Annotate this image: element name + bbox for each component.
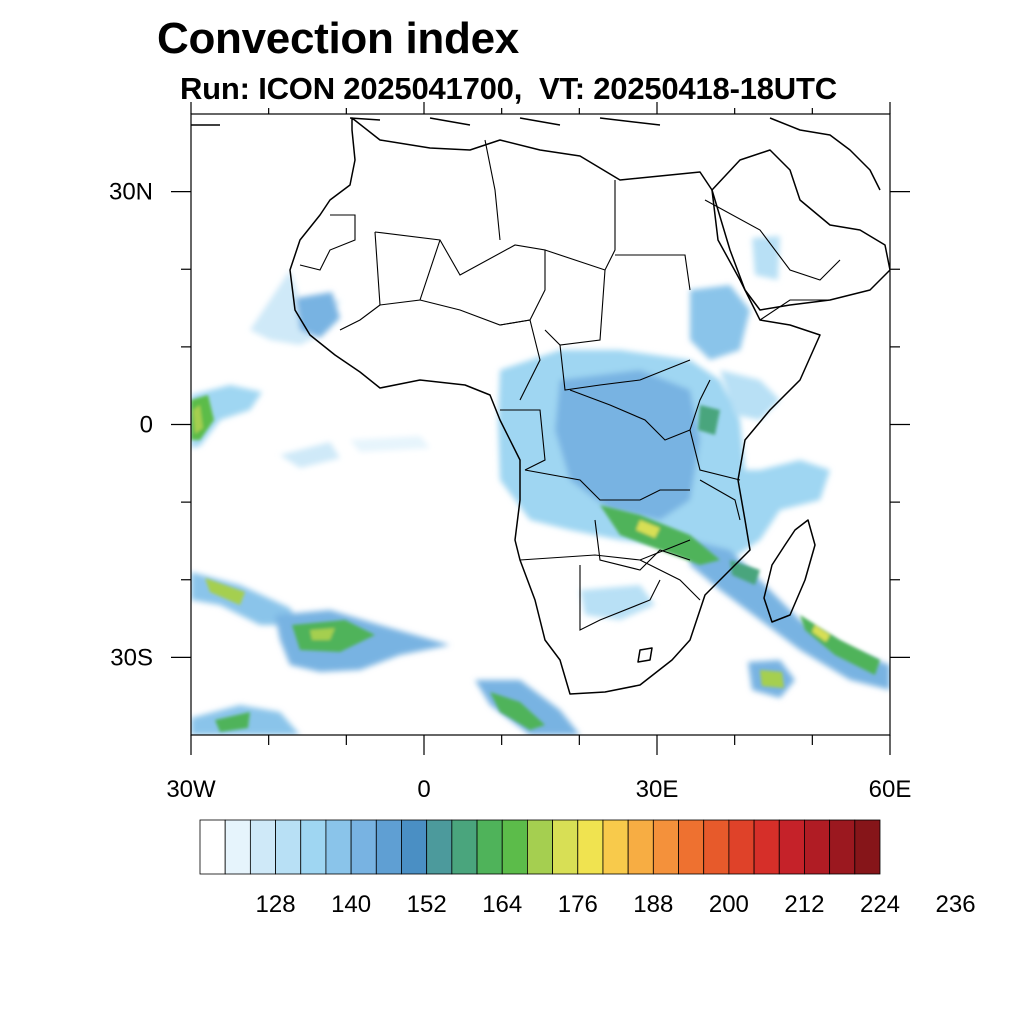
colorbar-swatch [476,819,503,875]
axis-ticks [171,102,910,755]
colorbar-swatch [804,819,831,875]
colorbar-swatch [224,819,251,875]
colorbar-swatch [451,819,478,875]
colorbar-label: 128 [256,891,296,918]
colorbar-swatch [401,819,428,875]
mediterranean-europe [191,117,881,191]
colorbar-swatch [325,819,352,875]
colorbar-swatch [652,819,679,875]
colorbar-swatch [854,819,881,875]
colorbar-label: 188 [633,891,673,918]
arabia-coastline [711,149,890,311]
colorbar-swatch [375,819,402,875]
colorbar-swatch [678,819,705,875]
africa-coastline [289,117,821,695]
colorbar: 128 140 152 164 176 188 200 212 224 236 [199,819,976,918]
colorbar-swatch [602,819,629,875]
colorbar-swatch [275,819,302,875]
axis-labels: 30N 0 30S 30W 0 30E 60E [109,179,911,803]
country-borders [299,139,841,631]
lon-tick-label: 30E [636,776,679,803]
colorbar-swatch [199,819,226,875]
colorbar-swatch [350,819,377,875]
colorbar-swatch [728,819,755,875]
lon-tick-label: 60E [869,776,912,803]
colorbar-label: 176 [558,891,598,918]
colorbar-swatch [753,819,780,875]
colorbar-swatch [627,819,654,875]
colorbar-swatch [249,819,276,875]
colorbar-swatch [577,819,604,875]
chart-subtitle: Run: ICON 2025041700, VT: 20250418-18UTC [180,71,837,106]
lat-tick-label: 30N [109,179,153,206]
lat-tick-label: 0 [140,412,153,439]
colorbar-swatch [527,819,553,875]
colorbar-label: 164 [482,891,522,918]
colorbar-swatch [829,819,856,875]
colorbar-label: 200 [709,891,749,918]
lat-tick-label: 30S [110,644,153,671]
colorbar-label: 140 [331,891,371,918]
coastlines [191,117,890,695]
madagascar [763,519,816,623]
chart-title: Convection index [157,14,519,63]
colorbar-swatch [778,819,805,875]
lon-tick-label: 30W [166,776,216,803]
colorbar-label: 224 [860,891,900,918]
colorbar-label: 236 [936,891,976,918]
colorbar-swatch [703,819,730,875]
convection-field [191,236,890,735]
colorbar-swatch [300,819,327,875]
colorbar-label: 212 [784,891,824,918]
colorbar-label: 152 [407,891,447,918]
colorbar-swatch [501,819,528,875]
colorbar-swatch [552,819,579,875]
colorbar-swatch [426,819,453,875]
lon-tick-label: 0 [417,776,430,803]
